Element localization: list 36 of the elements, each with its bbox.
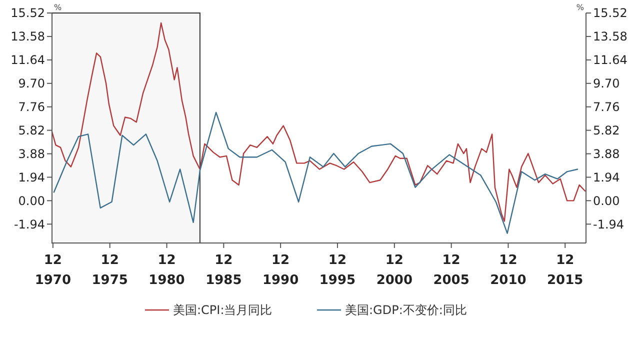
x-tick-label: 12 1980: [148, 253, 185, 288]
y-tick-label: 1.94: [18, 170, 45, 184]
y2-tick-label: 1.94: [593, 170, 620, 184]
y-tick-label: 3.88: [18, 146, 45, 161]
line-series: [51, 22, 586, 222]
y-tick-label: 7.76: [18, 100, 45, 114]
y2-tick-label: 15.52: [593, 6, 628, 20]
x-tick-label: 12 2005: [433, 253, 470, 288]
y2-tick-label: 0.00: [593, 194, 620, 208]
x-tick-label: 12 1990: [262, 253, 299, 288]
y2-tick-label: 3.88: [593, 146, 620, 161]
x-tick-label: 12 2015: [547, 253, 584, 288]
y-tick-label: -1.94: [14, 217, 45, 232]
y-tick-label: 15.52: [10, 6, 45, 20]
y2-tick-label: 5.82: [593, 124, 620, 138]
y-tick-label: 13.58: [10, 30, 45, 44]
y2-tick-label: 7.76: [593, 100, 620, 114]
legend-label: 美国:GDP:不变价:同比: [345, 303, 467, 318]
y-tick-label: 0.00: [18, 194, 45, 208]
y-tick-label: 9.70: [18, 76, 45, 91]
x-tick-label: 12 2010: [490, 253, 526, 288]
y2-tick-label: -1.94: [593, 217, 624, 232]
x-tick-label: 12 1995: [319, 253, 356, 288]
y2-axis-title: %: [576, 3, 584, 12]
x-tick-label: 12 2000: [376, 253, 413, 288]
y-axis-title: %: [54, 3, 62, 12]
y2-tick-label: 11.64: [593, 53, 628, 68]
x-tick-label: 12 1970: [34, 253, 72, 288]
x-tick-label: 12 1985: [206, 253, 242, 288]
y2-tick-label: 13.58: [593, 30, 628, 44]
y-tick-label: 11.64: [10, 53, 45, 68]
legend-label: 美国:CPI:当月同比: [173, 303, 272, 318]
x-tick-label: 12 1975: [92, 253, 128, 288]
y-tick-label: 5.82: [18, 124, 45, 138]
y2-tick-label: 9.70: [593, 76, 620, 91]
line-series: [53, 112, 578, 234]
